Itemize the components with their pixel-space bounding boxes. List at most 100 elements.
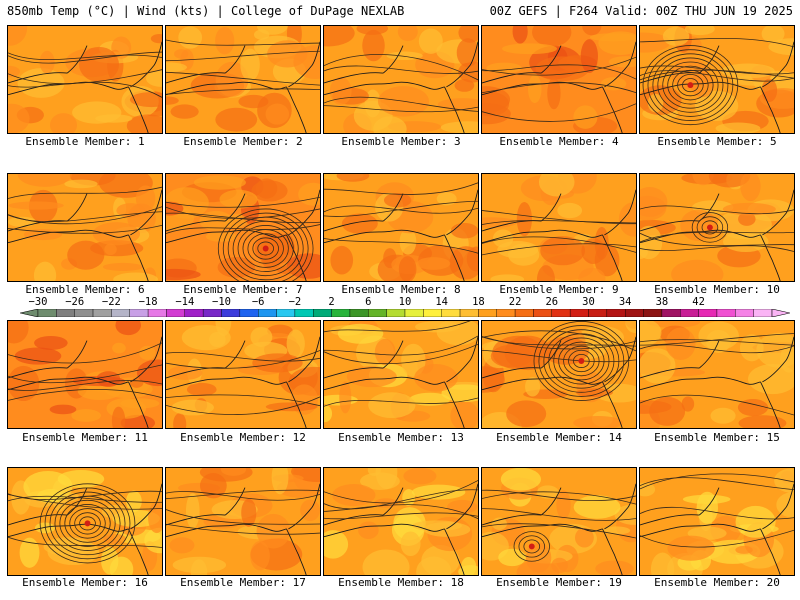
coastline bbox=[166, 376, 287, 391]
temperature-blotch bbox=[64, 179, 98, 189]
temperature-blotch bbox=[215, 107, 258, 132]
temperature-blotch bbox=[217, 256, 255, 278]
cyclone-contour bbox=[39, 483, 136, 564]
coastline bbox=[224, 340, 246, 369]
ensemble-member-label: Ensemble Member: 2 bbox=[183, 135, 303, 148]
temperature-blotch bbox=[667, 535, 715, 561]
run-valid-time: 00Z GEFS | F264 Valid: 00Z THU JUN 19 20… bbox=[489, 4, 793, 18]
cyclone-contour bbox=[657, 57, 724, 113]
temperature-blotch bbox=[102, 262, 144, 271]
temperature-blotch bbox=[551, 557, 568, 574]
temperature-blotch bbox=[640, 482, 656, 497]
temperature-blotch bbox=[113, 272, 159, 281]
wind-contour bbox=[8, 495, 162, 503]
temperature-blotch bbox=[401, 343, 426, 377]
coastline bbox=[604, 483, 636, 530]
cyclone-contour bbox=[523, 539, 541, 554]
coastline bbox=[602, 528, 623, 575]
coastline bbox=[540, 340, 562, 369]
cyclone-contour bbox=[696, 216, 724, 239]
temperature-blotch bbox=[547, 77, 561, 110]
colorbar-tick-label: −22 bbox=[101, 296, 121, 308]
coastline bbox=[482, 514, 542, 526]
coastline bbox=[444, 381, 465, 428]
wind-contour bbox=[640, 333, 794, 346]
wind-contour bbox=[8, 389, 162, 401]
temperature-field bbox=[166, 321, 320, 428]
wind-contour bbox=[640, 529, 794, 548]
wind-contour bbox=[482, 489, 636, 502]
colorbar-tick-label: 6 bbox=[365, 296, 372, 308]
temperature-blotch bbox=[120, 398, 160, 409]
temperature-field bbox=[482, 26, 636, 133]
cyclone-contour bbox=[533, 321, 630, 401]
cyclone-contour bbox=[237, 225, 294, 272]
coastline bbox=[382, 193, 404, 222]
wind-contour bbox=[166, 350, 320, 369]
wind-contour bbox=[166, 491, 320, 501]
colorbar-segment bbox=[294, 309, 314, 317]
coastline bbox=[540, 193, 562, 222]
temperature-blotch bbox=[215, 61, 249, 97]
temperature-blotch bbox=[738, 415, 787, 428]
colorbar-segment bbox=[368, 309, 387, 317]
temperature-blotch bbox=[516, 201, 532, 237]
temperature-blotch bbox=[178, 26, 203, 49]
cyclone-contour bbox=[247, 233, 284, 264]
colorbar-segment bbox=[56, 309, 75, 317]
cyclone-contour bbox=[543, 329, 620, 393]
colorbar-tick-label: 10 bbox=[398, 296, 412, 308]
coastline bbox=[286, 381, 307, 428]
temperature-blotch bbox=[578, 267, 606, 281]
wind-contour bbox=[324, 96, 478, 112]
coastline bbox=[128, 381, 149, 428]
wind-contour bbox=[482, 508, 636, 521]
cyclone-warm-core bbox=[578, 358, 585, 364]
coastline bbox=[382, 45, 404, 74]
temperature-blotch bbox=[761, 26, 785, 44]
temperature-field bbox=[8, 174, 162, 281]
temperature-blotch bbox=[220, 468, 247, 476]
ensemble-member-map bbox=[165, 320, 321, 429]
colorbar-tick-label: 26 bbox=[545, 296, 559, 308]
ensemble-member-label: Ensemble Member: 1 bbox=[25, 135, 145, 148]
wind-contour bbox=[482, 220, 636, 225]
wind-contour bbox=[640, 394, 794, 416]
temperature-blotch bbox=[115, 321, 141, 336]
colorbar-segment bbox=[257, 309, 277, 317]
ensemble-member-label: Ensemble Member: 3 bbox=[341, 135, 461, 148]
temperature-blotch bbox=[409, 392, 451, 406]
coastline bbox=[66, 193, 88, 222]
colorbar-tick-label: −6 bbox=[251, 296, 265, 308]
wind-contour bbox=[640, 231, 794, 243]
coastline bbox=[166, 220, 226, 232]
wind-contour bbox=[482, 243, 636, 256]
colorbar-tick-label: 14 bbox=[435, 296, 449, 308]
wind-contour bbox=[640, 232, 794, 247]
colorbar-segment bbox=[92, 309, 112, 317]
temperature-blotch bbox=[193, 175, 246, 190]
ensemble-member-map bbox=[481, 173, 637, 282]
temperature-blotch bbox=[692, 174, 714, 186]
wind-contour bbox=[324, 205, 478, 214]
temperature-blotch bbox=[368, 392, 416, 419]
temperature-blotch bbox=[254, 232, 296, 265]
temperature-blotch bbox=[671, 259, 724, 281]
colorbar-segment bbox=[625, 309, 644, 317]
temperature-field bbox=[166, 468, 320, 575]
coastline bbox=[166, 229, 287, 244]
temperature-blotch bbox=[19, 537, 40, 568]
wind-contour bbox=[324, 512, 478, 520]
wind-contour bbox=[8, 51, 162, 64]
temperature-blotch bbox=[8, 321, 29, 344]
coastline bbox=[482, 229, 603, 244]
colorbar-segment bbox=[661, 309, 681, 317]
colorbar-segment bbox=[533, 309, 553, 317]
temperature-blotch bbox=[17, 68, 65, 98]
cyclone-contour bbox=[222, 212, 309, 281]
coastline bbox=[286, 86, 307, 133]
ensemble-member-map bbox=[481, 25, 637, 134]
temperature-blotch bbox=[205, 231, 237, 242]
temperature-field bbox=[482, 321, 636, 428]
temperature-blotch bbox=[500, 468, 542, 491]
